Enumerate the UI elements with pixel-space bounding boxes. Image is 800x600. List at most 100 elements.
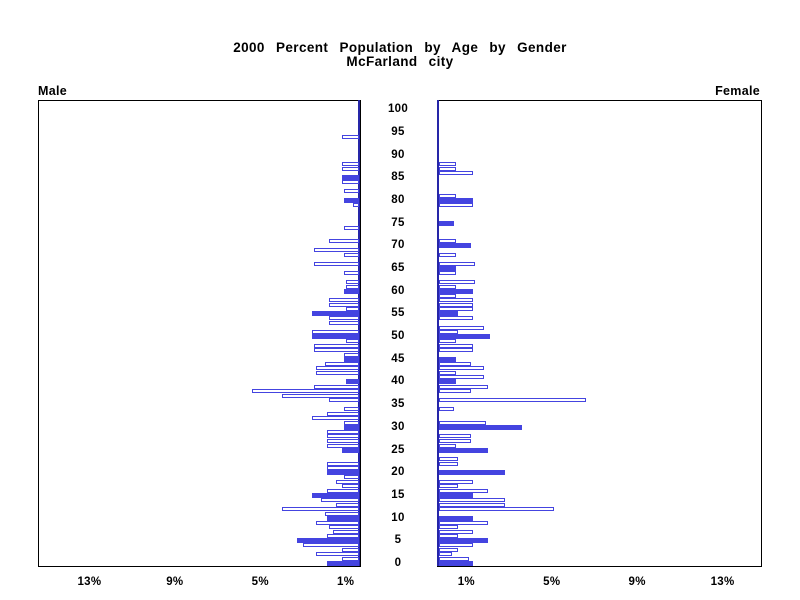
bar-male-age-4 <box>303 543 359 548</box>
bar-female-age-20 <box>439 470 505 476</box>
bar-male-age-10 <box>327 515 359 521</box>
female-age-axis-line <box>437 100 439 566</box>
bar-male-age-68 <box>344 252 359 257</box>
bar-male-age-18 <box>336 479 359 484</box>
bar-male-age-79 <box>353 202 359 207</box>
bar-male-age-46 <box>344 352 359 357</box>
male-age-axis-line <box>358 100 360 566</box>
age-tick-label-70: 70 <box>391 239 405 252</box>
pct-tick-female-1%: 1% <box>457 576 475 588</box>
bar-male-age-16 <box>327 488 359 493</box>
age-tick-label-10: 10 <box>391 511 405 524</box>
bar-male-age-74 <box>344 225 359 230</box>
bar-male-age-84 <box>342 180 359 185</box>
male-panel <box>38 100 361 567</box>
bar-female-age-2 <box>439 552 452 557</box>
bar-male-age-1 <box>342 556 359 561</box>
bar-male-age-69 <box>314 248 359 253</box>
bar-female-age-47 <box>439 348 473 353</box>
bar-male-age-94 <box>342 134 359 139</box>
age-tick-label-85: 85 <box>391 171 405 184</box>
bar-female-age-10 <box>439 515 473 521</box>
pct-tick-male-1%: 1% <box>337 576 355 588</box>
bar-female-age-16 <box>439 488 488 493</box>
bar-male-age-47 <box>314 348 359 353</box>
bar-male-age-29 <box>327 429 359 434</box>
bar-male-age-61 <box>346 284 359 289</box>
bar-male-age-28 <box>327 434 359 439</box>
bar-male-age-32 <box>312 416 359 421</box>
bar-male-age-49 <box>346 339 359 344</box>
bar-male-age-33 <box>327 411 359 416</box>
age-tick-label-90: 90 <box>391 148 405 161</box>
bar-male-age-51 <box>312 330 359 335</box>
bar-male-age-42 <box>316 370 359 375</box>
bar-male-age-6 <box>327 534 359 539</box>
age-tick-label-60: 60 <box>391 284 405 297</box>
age-tick-label-30: 30 <box>391 420 405 433</box>
bar-female-age-66 <box>439 261 475 266</box>
bar-male-age-87 <box>342 166 359 171</box>
bar-female-age-64 <box>439 271 456 276</box>
bar-male-age-57 <box>329 302 359 307</box>
bar-male-age-53 <box>329 320 359 325</box>
bar-male-age-27 <box>327 438 359 443</box>
bar-male-age-54 <box>329 316 359 321</box>
bar-female-age-39 <box>439 384 488 389</box>
bar-female-age-56 <box>439 307 473 312</box>
pct-tick-male-5%: 5% <box>251 576 269 588</box>
bar-female-age-51 <box>439 330 458 335</box>
bar-male-age-43 <box>316 366 359 371</box>
bar-female-age-9 <box>439 520 488 525</box>
female-panel-label: Female <box>715 84 760 98</box>
chart-title: 2000 Percent Population by Age by Gender <box>233 40 567 55</box>
age-tick-label-50: 50 <box>391 330 405 343</box>
bar-female-age-8 <box>439 525 458 530</box>
bar-male-age-0 <box>327 561 359 566</box>
bar-female-age-62 <box>439 280 475 285</box>
age-tick-label-80: 80 <box>391 193 405 206</box>
bar-male-age-17 <box>342 484 359 489</box>
bar-female-age-44 <box>439 361 471 366</box>
bar-female-age-26 <box>439 443 456 448</box>
bar-female-age-87 <box>439 166 456 171</box>
pct-tick-female-13%: 13% <box>710 576 735 588</box>
bar-female-age-65 <box>439 266 456 272</box>
bar-male-age-26 <box>327 443 359 448</box>
bar-female-age-55 <box>439 311 458 317</box>
bar-male-age-9 <box>316 520 359 525</box>
pct-tick-female-9%: 9% <box>628 576 646 588</box>
bar-female-age-42 <box>439 370 456 375</box>
bar-male-age-66 <box>314 261 359 266</box>
bar-female-age-1 <box>439 556 469 561</box>
bar-female-age-38 <box>439 389 471 394</box>
bar-female-age-7 <box>439 529 473 534</box>
bar-male-age-60 <box>344 288 359 294</box>
age-tick-label-55: 55 <box>391 307 405 320</box>
bar-female-age-60 <box>439 288 473 294</box>
bar-male-age-37 <box>282 393 359 398</box>
bar-male-age-21 <box>327 466 359 471</box>
bar-male-age-13 <box>336 502 359 507</box>
bar-female-age-13 <box>439 502 505 507</box>
bar-male-age-22 <box>327 461 359 466</box>
bar-female-age-86 <box>439 171 473 176</box>
bar-female-age-0 <box>439 561 473 566</box>
bar-female-age-70 <box>439 243 471 249</box>
bar-female-age-49 <box>439 339 456 344</box>
bar-male-age-19 <box>344 475 359 480</box>
bar-male-age-31 <box>344 420 359 425</box>
bar-female-age-68 <box>439 252 456 257</box>
bar-male-age-44 <box>325 361 359 366</box>
bar-male-age-88 <box>342 162 359 167</box>
bar-female-age-15 <box>439 492 473 498</box>
age-tick-label-35: 35 <box>391 398 405 411</box>
bar-female-age-23 <box>439 457 458 462</box>
bar-male-age-80 <box>344 197 359 203</box>
bar-female-age-18 <box>439 479 473 484</box>
bar-female-age-48 <box>439 343 473 348</box>
bar-male-age-11 <box>325 511 359 516</box>
pct-tick-female-5%: 5% <box>543 576 561 588</box>
bar-male-age-14 <box>321 497 359 502</box>
